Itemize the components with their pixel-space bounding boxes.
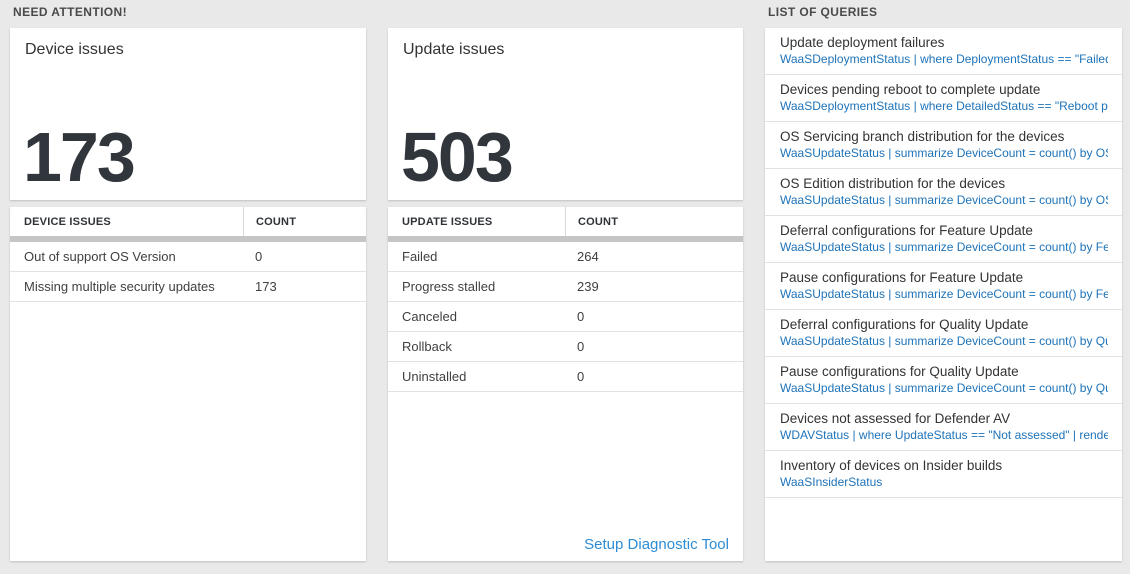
update-issues-title: Update issues — [403, 41, 505, 58]
query-list-panel: Update deployment failures WaaSDeploymen… — [765, 28, 1122, 561]
query-title: Pause configurations for Feature Update — [780, 270, 1024, 285]
query-text: WaaSUpdateStatus | summarize DeviceCount… — [780, 381, 1108, 395]
row-count: 173 — [255, 279, 277, 294]
row-label: Failed — [402, 249, 438, 264]
update-issues-table-tile: UPDATE ISSUES COUNT Failed 264 Progress … — [388, 207, 743, 561]
table-row[interactable]: Canceled 0 — [388, 302, 743, 332]
query-item[interactable]: Pause configurations for Feature Update … — [765, 263, 1122, 310]
row-label: Missing multiple security updates — [24, 279, 215, 294]
row-label: Rollback — [402, 339, 452, 354]
update-issues-table-header: UPDATE ISSUES COUNT — [388, 207, 743, 236]
row-count: 264 — [577, 249, 599, 264]
device-issues-table-header: DEVICE ISSUES COUNT — [10, 207, 366, 236]
query-title: Deferral configurations for Quality Upda… — [780, 317, 1029, 332]
row-label: Out of support OS Version — [24, 249, 176, 264]
query-item[interactable]: Devices not assessed for Defender AV WDA… — [765, 404, 1122, 451]
query-text: WaaSDeploymentStatus | where DeploymentS… — [780, 52, 1108, 66]
table-row[interactable]: Failed 264 — [388, 242, 743, 272]
query-item[interactable]: Inventory of devices on Insider builds W… — [765, 451, 1122, 498]
table-row[interactable]: Out of support OS Version 0 — [10, 242, 366, 272]
query-item[interactable]: Deferral configurations for Feature Upda… — [765, 216, 1122, 263]
device-issues-table-tile: DEVICE ISSUES COUNT Out of support OS Ve… — [10, 207, 366, 561]
row-count: 0 — [577, 369, 585, 384]
query-text: WaaSUpdateStatus | summarize DeviceCount… — [780, 334, 1108, 348]
query-text: WaaSUpdateStatus | summarize DeviceCount… — [780, 240, 1108, 254]
table-row[interactable]: Progress stalled 239 — [388, 272, 743, 302]
device-issues-rows: Out of support OS Version 0 Missing mult… — [10, 242, 366, 302]
query-title: Update deployment failures — [780, 35, 945, 50]
table-row[interactable]: Rollback 0 — [388, 332, 743, 362]
count-column-header: COUNT — [565, 207, 743, 236]
row-count: 0 — [577, 339, 585, 354]
device-issues-column-header: DEVICE ISSUES — [24, 215, 111, 228]
query-title: OS Servicing branch distribution for the… — [780, 129, 1065, 144]
table-header-divider — [388, 236, 743, 242]
query-title: Devices pending reboot to complete updat… — [780, 82, 1041, 97]
row-count: 0 — [255, 249, 263, 264]
count-column-header: COUNT — [243, 207, 366, 236]
update-issues-column-header: UPDATE ISSUES — [402, 215, 493, 228]
update-issues-rows: Failed 264 Progress stalled 239 Canceled… — [388, 242, 743, 392]
table-row[interactable]: Uninstalled 0 — [388, 362, 743, 392]
need-attention-heading: NEED ATTENTION! — [13, 5, 127, 19]
query-item[interactable]: Pause configurations for Quality Update … — [765, 357, 1122, 404]
query-text: WaaSInsiderStatus — [780, 475, 883, 489]
query-text: WaaSUpdateStatus | summarize DeviceCount… — [780, 287, 1108, 301]
query-text: WDAVStatus | where UpdateStatus == "Not … — [780, 428, 1108, 442]
query-item[interactable]: Deferral configurations for Quality Upda… — [765, 310, 1122, 357]
query-text: WaaSUpdateStatus | summarize DeviceCount… — [780, 193, 1108, 207]
query-title: OS Edition distribution for the devices — [780, 176, 1006, 191]
row-label: Canceled — [402, 309, 457, 324]
query-text: WaaSDeploymentStatus | where DetailedSta… — [780, 99, 1108, 113]
update-issues-count: 503 — [401, 118, 514, 196]
query-title: Deferral configurations for Feature Upda… — [780, 223, 1033, 238]
row-label: Progress stalled — [402, 279, 496, 294]
query-item[interactable]: Update deployment failures WaaSDeploymen… — [765, 28, 1122, 75]
list-of-queries-heading: LIST OF QUERIES — [768, 5, 878, 19]
device-issues-count: 173 — [23, 118, 136, 196]
query-title: Devices not assessed for Defender AV — [780, 411, 1011, 426]
setup-diagnostic-tool-link[interactable]: Setup Diagnostic Tool — [584, 536, 729, 553]
query-item[interactable]: OS Edition distribution for the devices … — [765, 169, 1122, 216]
device-issues-tile[interactable]: Device issues 173 — [10, 28, 366, 200]
row-count: 0 — [577, 309, 585, 324]
update-issues-tile[interactable]: Update issues 503 — [388, 28, 743, 200]
query-item[interactable]: Devices pending reboot to complete updat… — [765, 75, 1122, 122]
device-issues-title: Device issues — [25, 41, 124, 58]
query-title: Inventory of devices on Insider builds — [780, 458, 1003, 473]
row-label: Uninstalled — [402, 369, 467, 384]
query-item[interactable]: OS Servicing branch distribution for the… — [765, 122, 1122, 169]
query-title: Pause configurations for Quality Update — [780, 364, 1019, 379]
table-header-divider — [10, 236, 366, 242]
table-row[interactable]: Missing multiple security updates 173 — [10, 272, 366, 302]
query-text: WaaSUpdateStatus | summarize DeviceCount… — [780, 146, 1108, 160]
row-count: 239 — [577, 279, 599, 294]
